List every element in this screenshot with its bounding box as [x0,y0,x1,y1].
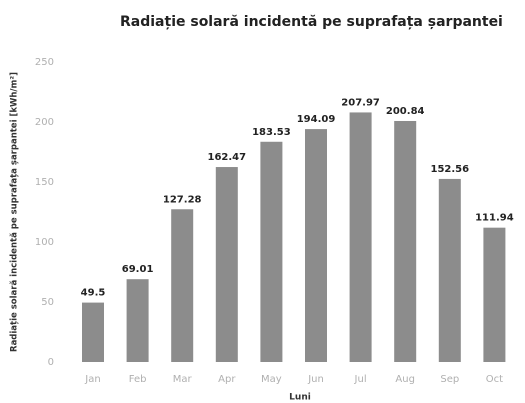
y-axis-label: Radiație solară incidentă pe suprafața ș… [10,72,20,352]
x-tick-label: Oct [486,374,503,385]
data-label: 49.5 [81,288,106,299]
x-tick-label: Apr [218,374,236,385]
x-tick-label: Sep [440,374,459,385]
x-tick-label: Aug [395,374,415,385]
data-label: 111.94 [475,213,514,224]
y-tick-label: 50 [41,297,54,308]
data-label: 207.97 [341,97,380,108]
x-tick-label: Jul [354,374,367,385]
bar [349,112,372,362]
data-label: 127.28 [163,194,202,205]
data-label: 183.53 [252,127,291,138]
bar [394,120,417,362]
chart-title: Radiație solară incidentă pe suprafața ș… [120,14,503,30]
bar [260,141,283,362]
data-label: 152.56 [431,164,470,175]
y-tick-label: 100 [35,237,54,248]
bar [438,178,461,362]
bar [82,302,104,362]
x-tick-label: Jun [307,374,324,385]
y-tick-label: 250 [35,57,54,68]
bar [171,209,194,362]
data-label: 69.01 [122,264,154,275]
x-tick-label: May [261,374,282,385]
bar [483,227,506,362]
x-tick-label: Feb [129,374,147,385]
y-tick-label: 150 [35,177,54,188]
data-label: 162.47 [208,152,247,163]
data-label: 194.09 [297,114,336,125]
x-axis-label: Luni [289,393,311,403]
bar [305,129,327,362]
y-tick-label: 0 [48,357,54,368]
y-tick-label: 200 [35,117,54,128]
data-label: 200.84 [386,106,425,117]
bar [215,167,238,362]
x-tick-label: Mar [173,374,193,385]
x-tick-label: Jan [84,374,100,385]
bar [126,279,149,362]
